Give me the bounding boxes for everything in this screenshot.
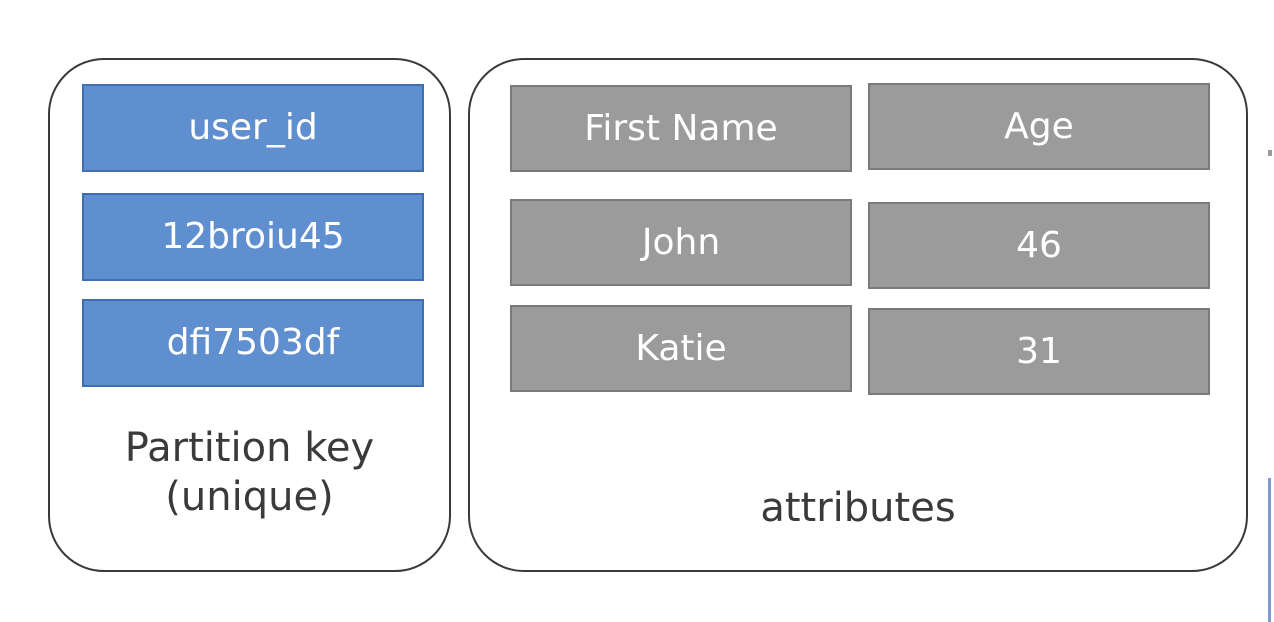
partition-key-caption: Partition key (unique) xyxy=(48,424,451,522)
attribute-value-cell: Katie xyxy=(510,305,852,392)
partition-key-caption-line2: (unique) xyxy=(165,473,334,520)
edge-fragment xyxy=(1268,150,1272,156)
attribute-value-cell: 31 xyxy=(868,308,1210,395)
partition-key-value-cell: 12broiu45 xyxy=(82,193,424,281)
attribute-value-cell: 46 xyxy=(868,202,1210,289)
attribute-header-cell: Age xyxy=(868,83,1210,170)
edge-fragment xyxy=(1268,478,1271,622)
attribute-value-cell: John xyxy=(510,199,852,286)
partition-key-header-cell: user_id xyxy=(82,84,424,172)
partition-key-caption-line1: Partition key xyxy=(124,425,375,471)
attribute-header-cell: First Name xyxy=(510,85,852,172)
attributes-caption: attributes xyxy=(760,485,956,531)
partition-key-value-cell: dfi7503df xyxy=(82,299,424,387)
